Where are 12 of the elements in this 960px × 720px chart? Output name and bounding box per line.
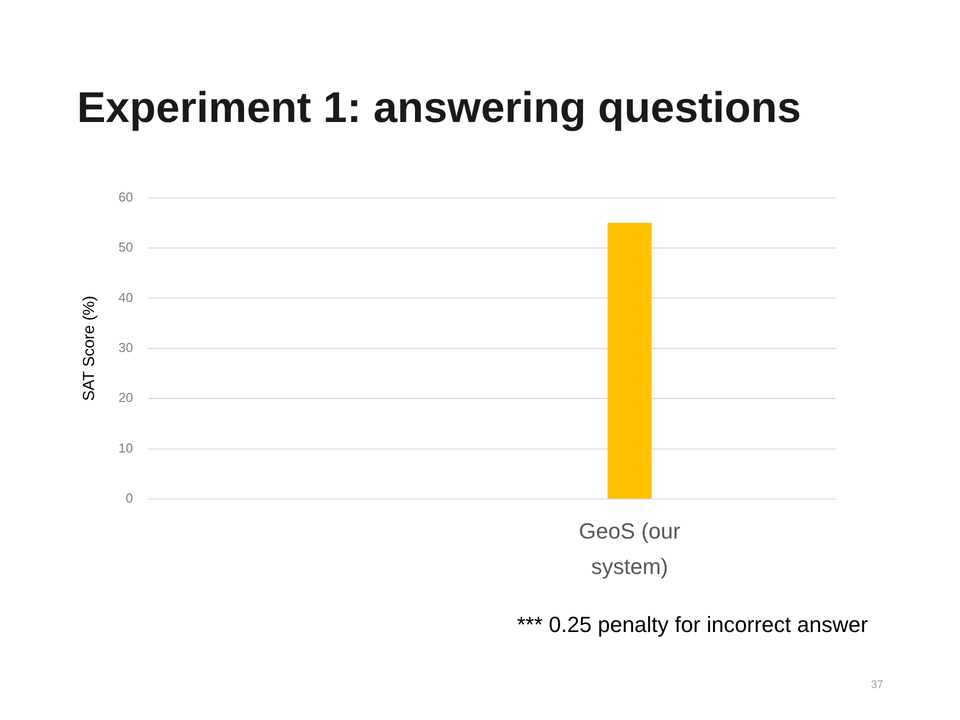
y-tick-label: 10 <box>118 440 133 456</box>
y-tick-label: 40 <box>118 290 133 305</box>
y-axis-title: SAT Score (%) <box>81 296 98 402</box>
text: 37 <box>871 679 884 691</box>
y-tick-label: 60 <box>118 189 133 204</box>
y-tick-label: 0 <box>126 490 133 506</box>
y-tick-label: 50 <box>118 240 133 255</box>
chart-title: Experiment 1: answering questions <box>77 84 802 132</box>
y-tick-label: 30 <box>118 340 133 355</box>
x-tick-label: GeoS (our system) <box>578 518 680 579</box>
y-tick-label: 20 <box>118 390 133 406</box>
text: *** 0.25 penalty for incorrect answer <box>517 612 868 637</box>
